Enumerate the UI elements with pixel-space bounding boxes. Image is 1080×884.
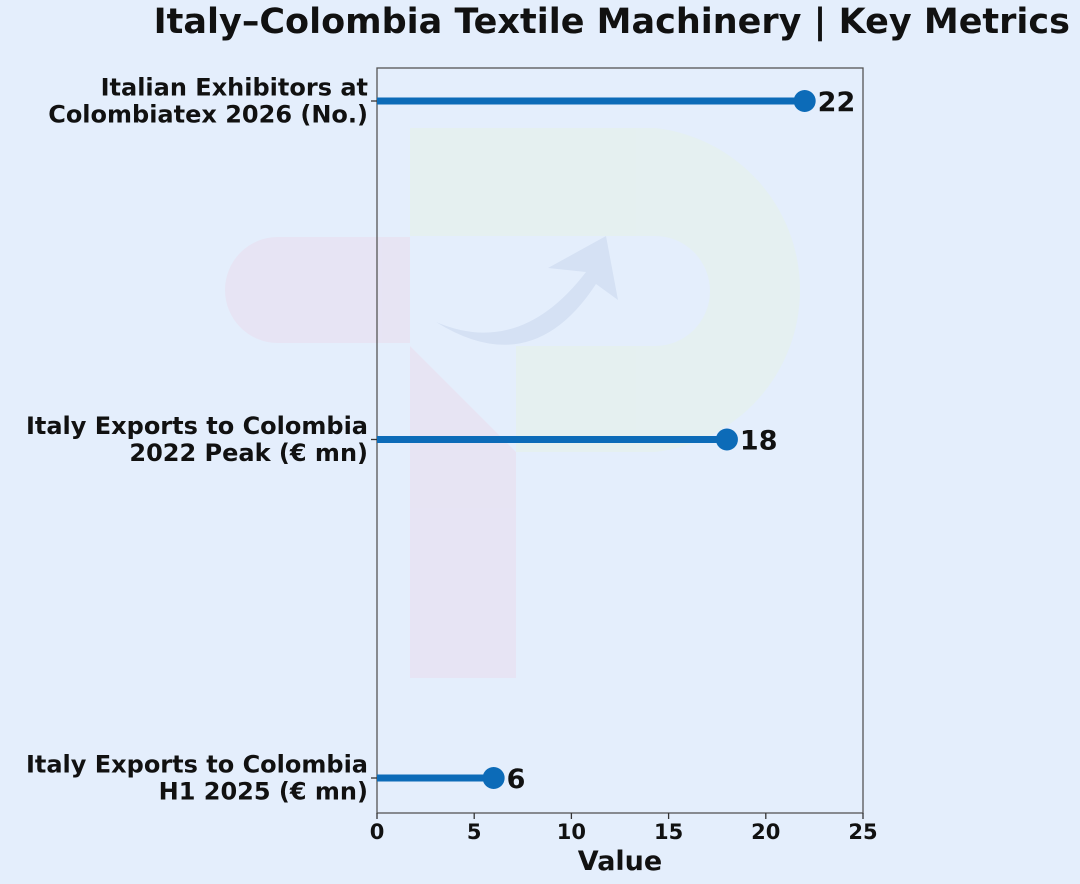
watermark-arrow: [436, 236, 618, 345]
category-label: Italy Exports to Colombia H1 2025 (€ mn): [26, 751, 368, 806]
value-label: 18: [740, 426, 778, 457]
lollipop-dot: [482, 767, 505, 789]
value-label: 6: [507, 764, 526, 795]
lollipop-dot: [793, 90, 816, 112]
category-label: Italian Exhibitors at Colombiatex 2026 (N…: [48, 74, 368, 129]
watermark-logo: [225, 128, 800, 678]
x-axis-label: Value: [578, 846, 662, 877]
x-tick-label: 0: [370, 820, 385, 844]
lollipop-dot: [715, 428, 738, 451]
x-tick-label: 20: [751, 820, 780, 844]
value-label: 22: [818, 87, 856, 118]
watermark-p-bowl: [410, 128, 800, 452]
x-tick-label: 15: [654, 820, 683, 844]
watermark-pill: [225, 237, 410, 343]
category-label: Italy Exports to Colombia 2022 Peak (€ mn…: [26, 412, 368, 467]
chart-title: Italy–Colombia Textile Machinery | Key M…: [154, 2, 1070, 42]
dots: [482, 90, 816, 789]
y-ticks: [371, 100, 377, 779]
category-labels: Italian Exhibitors at Colombiatex 2026 (N…: [26, 74, 368, 806]
x-ticks: 0 5 10 15 20 25: [370, 813, 878, 844]
x-tick-label: 10: [557, 820, 586, 844]
x-tick-label: 25: [848, 820, 877, 844]
watermark-stem: [410, 346, 516, 678]
value-labels: 22 18 6: [507, 87, 856, 795]
stems: [377, 97, 805, 782]
x-tick-label: 5: [467, 820, 482, 844]
